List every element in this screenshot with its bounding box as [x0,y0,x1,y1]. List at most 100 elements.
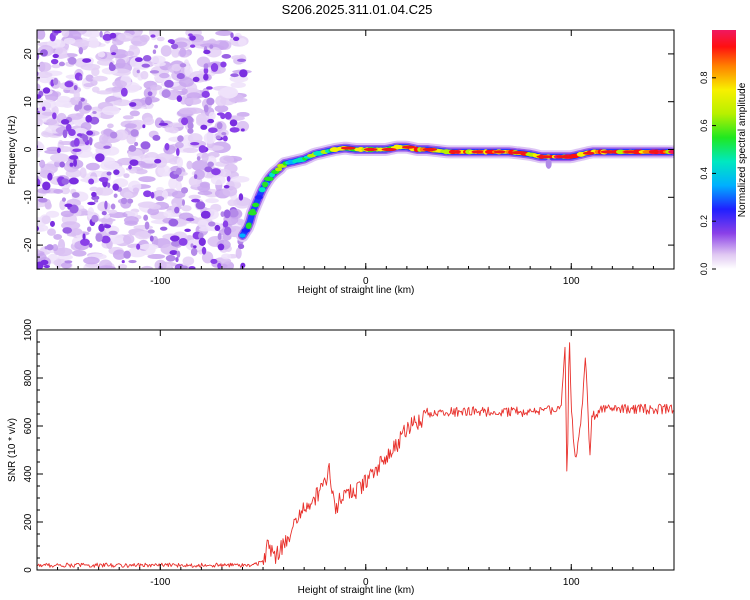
spectrogram-noise-blob [221,54,232,59]
spectrogram-noise-blob [168,177,178,190]
spectrogram-noise-blob [170,235,180,242]
spectrogram-noise-blob [64,80,74,88]
spectrogram-noise-blob [170,240,181,247]
spectrogram-noise-blob [139,243,159,250]
spectrogram-noise-blob [198,237,206,246]
spectrogram-peak-cell [381,147,397,152]
spectrogram-noise-blob [132,187,140,193]
spectrogram-noise-blob [156,36,165,42]
spectrogram-noise-blob [208,221,216,227]
spectrogram-noise-blob [188,194,201,200]
spectrogram-noise-blob [240,262,246,268]
spectrogram-noise-blob [129,110,140,117]
spectrogram-noise-blob [235,247,242,259]
spectrogram-noise-blob [203,63,209,69]
spectrogram-noise-blob [87,201,96,206]
spectrogram-noise-blob [53,247,73,257]
spectrogram-noise-blob [189,44,196,48]
spectrogram-noise-blob [182,147,199,154]
spectrogram-noise-blob [88,39,100,49]
spectrogram-noise-blob [71,192,80,198]
spectrogram-noise-blob [152,49,157,54]
spectrogram-noise-blob [159,226,168,231]
spectrogram-noise-blob [37,226,45,232]
spectrogram-noise-blob [136,243,141,250]
spectrogram-noise-blob [106,171,112,176]
spectrogram-noise-blob [44,149,61,155]
spectrogram-noise-blob [186,160,193,170]
spectrogram-noise-blob [124,211,139,217]
spectrogram-noise-blob [227,199,237,207]
spectrogram-noise-blob [123,234,135,245]
spectrogram-noise-blob [120,87,128,97]
spectrogram-noise-blob [94,199,99,203]
spectrogram-peak-cell [510,151,528,155]
spectrogram-noise-blob [230,176,250,183]
spectrogram-noise-blob [206,86,213,90]
spectrogram-noise-blob [129,159,139,166]
spectrogram-noise-blob [128,144,137,152]
spectrogram-noise-blob [112,249,126,260]
spectrogram-noise-blob [111,52,117,56]
snr-y-tick-label: 800 [23,369,34,386]
spectrogram-noise-blob [228,97,248,103]
colorbar: 0.0 0.2 0.4 0.6 0.8 Normalized spectral ampl… [699,30,748,275]
spectrogram-noise-blob [180,187,189,194]
spectrogram-noise-blob [95,233,103,242]
spectrogram-noise-blob [222,220,229,228]
colorbar-tick-label: 0.4 [699,167,709,180]
spectrogram-noise-blob [199,43,219,48]
spectrogram-noise-blob [69,162,74,167]
spectrogram-noise-blob [142,55,152,62]
spectrogram-noise-blob [96,217,116,223]
spectrogram-noise-blob [176,95,183,102]
spectrogram-noise-blob [150,55,166,64]
spectrogram-noise-blob [62,129,68,139]
spectrogram-noise-blob [80,238,90,246]
spectrogram-noise-blob [176,250,181,258]
spectrogram-trace-core [239,144,674,239]
spectrogram-noise-blob [37,261,44,269]
spectrogram-noise-blob [128,164,132,170]
spectrogram-noise-blob [46,118,58,126]
spectrogram-noise-blob [188,266,196,269]
spectrogram-noise-blob [95,187,104,196]
spectrogram-peak-cell [648,150,659,154]
colorbar-tick-label: 0.0 [699,263,709,276]
spectrogram-noise-blob [140,70,149,80]
spectrogram-noise-blob [53,77,59,86]
spectrogram-noise-blob [152,134,161,141]
spectrogram-x-tick-label: 100 [563,276,580,287]
snr-plot-area [37,342,674,568]
snr-y-tick-label: 400 [23,465,34,482]
spectrogram-noise-blob [41,111,56,116]
spectrogram-noise-blob [226,176,231,182]
spectrogram-peak-cell [582,151,595,155]
spectrogram-noise-blob [171,63,182,72]
spectrogram-noise-blob [42,181,51,191]
spectrogram-noise-blob [61,178,70,185]
spectrogram-noise-blob [221,131,227,136]
spectrogram-noise-blob [222,135,228,142]
spectrogram-noise-blob [83,82,95,88]
spectrogram-noise-blob [142,124,146,129]
spectrogram-noise-blob [92,75,108,82]
spectrogram-noise-blob [37,71,53,79]
spectrogram-noise-blob [164,79,174,88]
spectrogram-noise-blob [201,246,207,255]
snr-y-tick-label: 200 [23,513,34,530]
spectrogram-artifact [545,158,552,169]
spectrogram-peak-cell [449,150,462,154]
spectrogram-noise-blob [86,130,94,136]
spectrogram-noise-blob [201,152,209,162]
spectrogram-noise-blob [224,226,232,236]
spectrogram-noise-blob [203,49,211,55]
spectrogram-noise-blob [117,263,128,269]
spectrogram-noise-blob [73,158,77,167]
snr-x-tick-label: 100 [563,577,580,588]
spectrogram-noise-blob [175,256,179,263]
spectrogram-noise-blob [123,191,133,199]
spectrogram-noise-blob [215,30,233,36]
